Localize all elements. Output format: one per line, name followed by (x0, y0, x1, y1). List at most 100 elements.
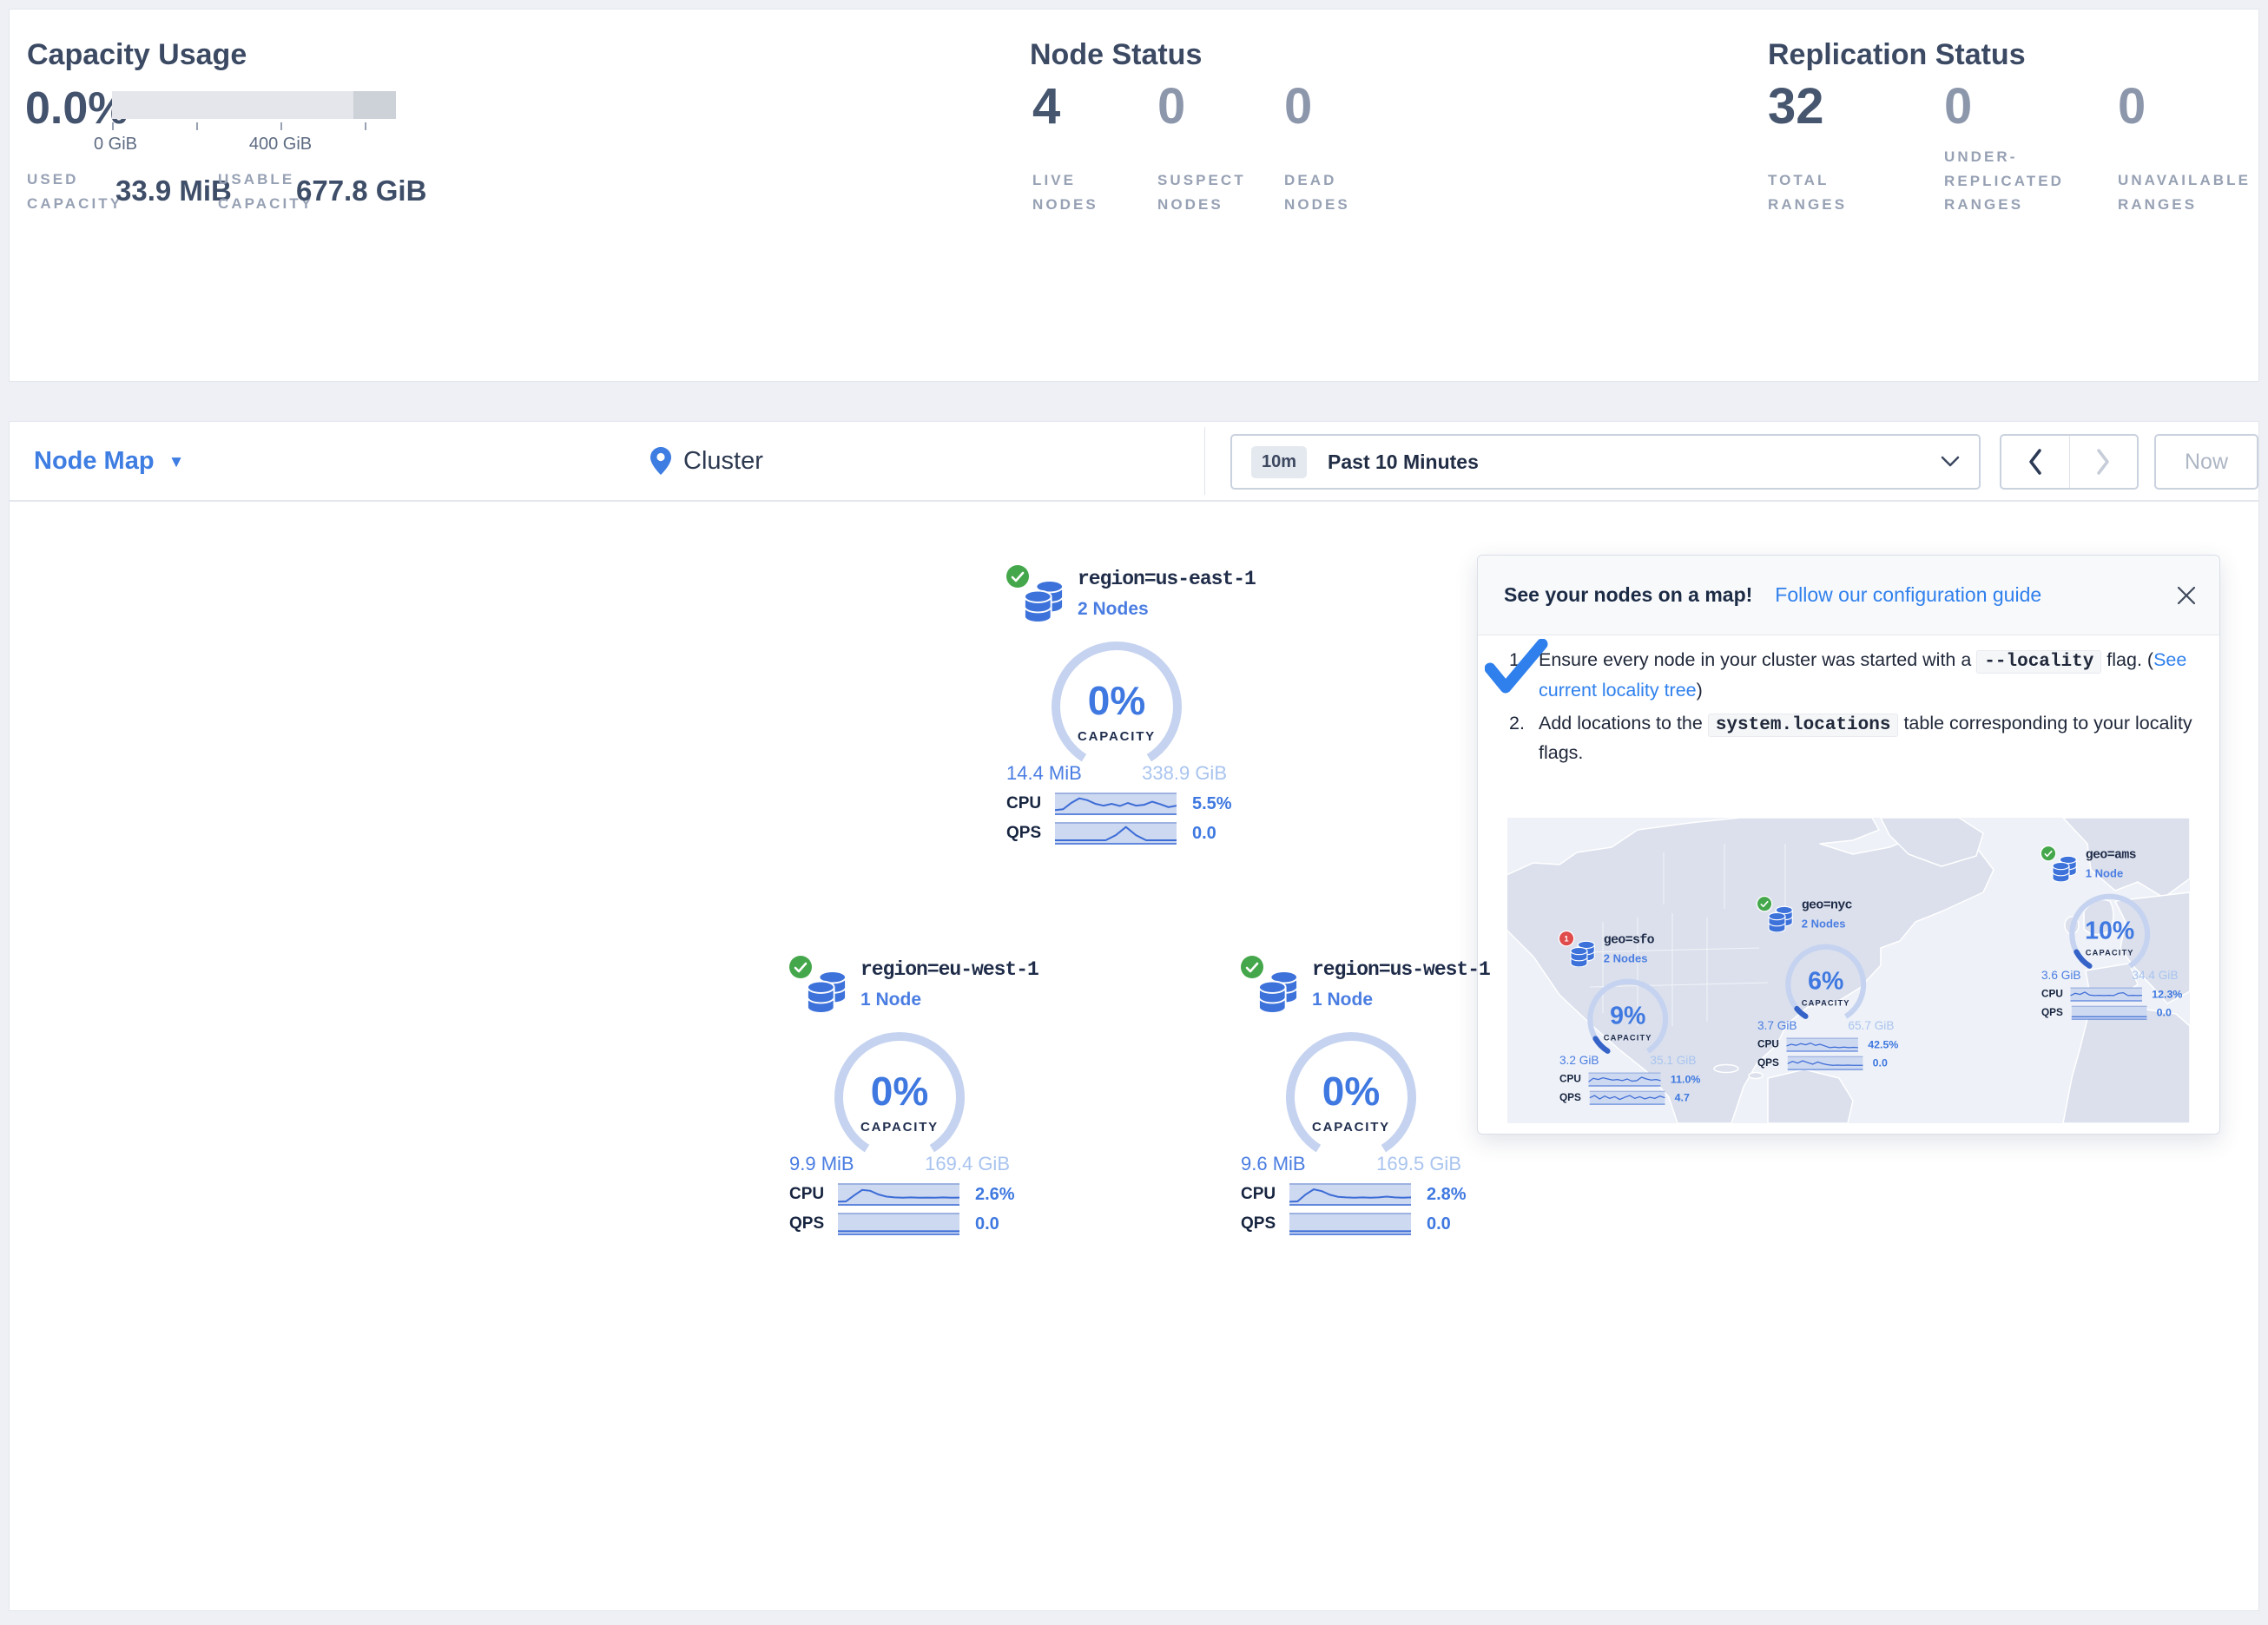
usable-capacity-value: 677.8 GiB (296, 174, 427, 207)
qps-label: QPS (1241, 1214, 1276, 1233)
configuration-guide-link[interactable]: Follow our configuration guide (1775, 583, 2042, 606)
time-range-select[interactable]: 10m Past 10 Minutes (1230, 434, 1981, 490)
cpu-metric-row: CPU 11.0% (1559, 1072, 1700, 1087)
blue-check-icon (1485, 639, 1548, 694)
dead-nodes-count: 0 (1284, 78, 1313, 135)
qps-metric-row: QPS 0.0 (1757, 1056, 1898, 1070)
total-capacity-value: 34.4 GiB (2132, 968, 2179, 983)
capacity-values: 3.6 GiB 34.4 GiB (2041, 969, 2178, 983)
total-capacity-value: 338.9 GiB (1142, 762, 1227, 784)
locality-card[interactable]: region=us-west-1 1 Node 0% CAPACITY 9.6 … (1234, 951, 1491, 1243)
step2-text: table corresponding to your locality fla… (1539, 712, 2192, 764)
database-icon (1258, 970, 1298, 1013)
cpu-metric-row: CPU 2.6% (789, 1182, 1017, 1207)
step-forward-button[interactable] (2070, 436, 2138, 488)
database-icon (1024, 580, 1064, 622)
view-mode-dropdown[interactable]: Node Map ▼ (34, 422, 184, 500)
locality-card[interactable]: region=us-east-1 2 Nodes 0% CAPACITY 14.… (999, 561, 1256, 852)
qps-value: 0.0 (1192, 823, 1216, 843)
locality-card[interactable]: region=eu-west-1 1 Node 0% CAPACITY 9.9 … (782, 951, 1039, 1243)
locality-label: region=eu-west-1 (860, 958, 1039, 981)
example-world-map: 1 geo=sfo 2 Nodes 9% (1507, 818, 2190, 1123)
used-capacity-label: USED CAPACITY (27, 171, 123, 212)
cpu-label: CPU (2041, 988, 2063, 1000)
capacity-usage-bar (112, 91, 396, 119)
used-capacity-value: 9.9 MiB (789, 1153, 854, 1174)
qps-sparkline (2071, 1005, 2147, 1020)
close-icon[interactable] (2174, 583, 2199, 608)
locality-nodes-link[interactable]: 1 Node (1312, 990, 1374, 1010)
chevron-right-icon (2097, 449, 2109, 475)
total-ranges-label: TOTAL RANGES (1768, 172, 1848, 213)
healthy-status-icon (789, 956, 812, 978)
locality-nodes-link[interactable]: 2 Nodes (1603, 952, 1648, 965)
total-capacity-value: 65.7 GiB (1848, 1018, 1895, 1033)
locality-nodes-link[interactable]: 1 Node (860, 990, 922, 1010)
capacity-gauge: 10% CAPACITY (2059, 890, 2161, 976)
qps-label: QPS (789, 1214, 825, 1233)
capacity-percent: 10% (2085, 916, 2135, 944)
capacity-gauge: 0% CAPACITY (817, 1026, 982, 1165)
qps-label: QPS (1757, 1056, 1779, 1069)
capacity-usage-title: Capacity Usage (27, 38, 247, 71)
qps-value: 0.0 (1872, 1056, 1888, 1069)
capacity-caption: CAPACITY (1078, 729, 1156, 744)
locality-nodes-link[interactable]: 2 Nodes (1801, 918, 1846, 931)
cpu-label: CPU (1241, 1185, 1276, 1203)
popup-header: See your nodes on a map! Follow our conf… (1478, 556, 2219, 635)
used-capacity-value: 3.6 GiB (2041, 968, 2081, 983)
capacity-caption: CAPACITY (860, 1120, 939, 1135)
breadcrumb[interactable]: Cluster (650, 422, 763, 500)
step1-text: flag. ( (2101, 649, 2154, 670)
locality-nodes-link[interactable]: 1 Node (2085, 867, 2124, 880)
replication-status-title: Replication Status (1768, 38, 2026, 71)
locality-card[interactable]: geo=nyc 2 Nodes 6% CAPACITY 3.7 GiB 65.7… (1753, 894, 1898, 1075)
cpu-sparkline (1786, 1037, 1859, 1052)
under-replicated-count: 0 (1944, 78, 1973, 135)
cpu-sparkline (2070, 987, 2143, 1002)
cpu-label: CPU (1006, 794, 1042, 812)
capacity-percent: 9% (1610, 1001, 1646, 1030)
qps-sparkline (1289, 1213, 1411, 1235)
capacity-values: 14.4 MiB 338.9 GiB (1006, 762, 1227, 785)
time-range-label: Past 10 Minutes (1328, 450, 1479, 473)
now-button[interactable]: Now (2154, 434, 2258, 490)
qps-label: QPS (1559, 1091, 1581, 1103)
axis-tick (280, 122, 282, 130)
capacity-percent: 0% (870, 1069, 929, 1114)
locality-card[interactable]: geo=ams 1 Node 10% CAPACITY 3.6 GiB 34.4… (2037, 844, 2182, 1024)
time-step-buttons (2000, 434, 2139, 490)
node-status-title: Node Status (1030, 38, 1203, 71)
database-icon (1570, 940, 1595, 968)
locality-card[interactable]: 1 geo=sfo 2 Nodes 9% (1555, 929, 1700, 1109)
qps-sparkline (1055, 822, 1177, 845)
cluster-summary-panel: Capacity Usage 0.0% 0 GiB 400 GiB USED C… (9, 9, 2259, 382)
healthy-status-icon (2041, 846, 2056, 861)
capacity-gauge: 0% CAPACITY (1034, 635, 1199, 774)
step1-text: ) (1696, 679, 1703, 701)
cpu-value: 11.0% (1670, 1073, 1701, 1086)
locality-label: geo=ams (2085, 847, 2137, 863)
axis-tick-label: 0 GiB (93, 135, 138, 154)
chevron-left-icon (2029, 449, 2041, 475)
axis-tick (112, 122, 114, 130)
locality-tree-link[interactable]: See current locality tree (1539, 649, 2187, 701)
usable-capacity-label: USABLE CAPACITY (218, 171, 314, 212)
step1-text: Ensure every node in your cluster was st… (1539, 649, 1977, 670)
healthy-status-icon (1006, 565, 1029, 588)
cpu-value: 42.5% (1868, 1038, 1899, 1051)
unavailable-count: 0 (2118, 78, 2146, 135)
capacity-caption: CAPACITY (1312, 1120, 1390, 1135)
locality-nodes-link[interactable]: 2 Nodes (1078, 599, 1149, 619)
database-icon (807, 970, 847, 1013)
toolbar-divider (1204, 427, 1205, 495)
capacity-values: 3.2 GiB 35.1 GiB (1559, 1054, 1696, 1068)
qps-metric-row: QPS 0.0 (1006, 821, 1234, 845)
qps-sparkline (1787, 1056, 1863, 1070)
step-back-button[interactable] (2001, 436, 2070, 488)
error-status-badge: 1 (1559, 931, 1574, 946)
cpu-label: CPU (789, 1185, 825, 1203)
capacity-gauge: 9% CAPACITY (1577, 975, 1679, 1061)
axis-tick (365, 122, 366, 130)
